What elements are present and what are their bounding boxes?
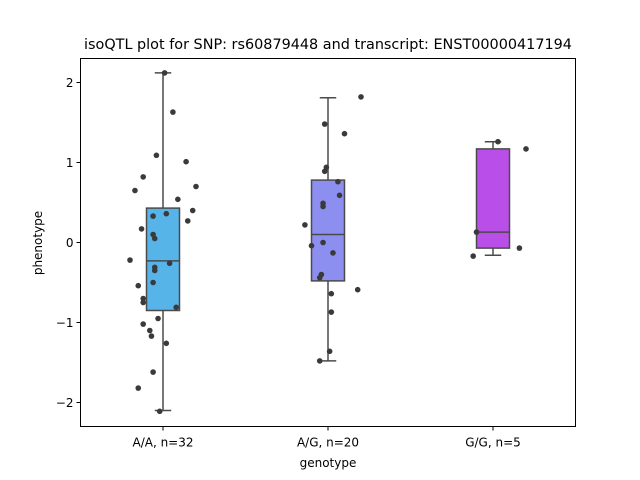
chart-title: isoQTL plot for SNP: rs60879448 and tran… (84, 37, 572, 53)
data-point (320, 239, 326, 246)
data-point (523, 146, 529, 152)
data-point (127, 257, 133, 263)
x-tick-label: A/G, n=20 (297, 436, 359, 450)
y-tick-label: −1 (56, 316, 74, 330)
x-axis-label: genotype (300, 456, 357, 470)
data-point (328, 290, 335, 297)
y-tick-label: 2 (66, 76, 74, 90)
data-point (161, 70, 168, 76)
data-point (147, 327, 153, 334)
data-point (138, 226, 145, 232)
data-point (151, 267, 158, 274)
data-point (170, 109, 176, 115)
data-point (150, 279, 156, 286)
data-point (140, 299, 146, 306)
plot-area: −2 −1 0 1 2 A/A, n=32 A/G, n=20 G/G, n=5 (56, 70, 529, 450)
data-point (516, 245, 523, 251)
data-point (326, 348, 333, 355)
data-point (151, 235, 158, 242)
data-point (155, 315, 161, 322)
x-tick-label: A/A, n=32 (132, 436, 193, 450)
data-point (183, 158, 189, 165)
data-point (163, 340, 170, 347)
data-point (135, 385, 142, 391)
x-tick-label: G/G, n=5 (465, 436, 521, 450)
box-body (145, 207, 181, 312)
y-tick-label: 0 (66, 236, 74, 250)
data-point (302, 222, 308, 228)
data-point (341, 130, 348, 137)
data-point (358, 94, 364, 100)
data-point (320, 203, 326, 210)
y-tick-label: 1 (66, 156, 74, 170)
data-point (316, 274, 323, 281)
plot-frame (80, 58, 576, 427)
data-point (153, 152, 160, 159)
data-point (140, 174, 146, 180)
data-point (156, 408, 163, 415)
data-point (132, 187, 138, 194)
data-point (354, 286, 361, 293)
data-point (330, 250, 336, 256)
data-point (308, 242, 315, 249)
data-point (193, 183, 199, 190)
data-point (321, 168, 328, 175)
data-point (173, 304, 179, 311)
data-point (140, 321, 146, 327)
data-point (148, 333, 155, 339)
box-body (475, 148, 511, 249)
data-point (150, 369, 156, 375)
data-point (184, 218, 191, 224)
data-point (175, 196, 181, 203)
data-point (163, 210, 170, 217)
data-point (336, 192, 343, 199)
data-point (150, 213, 156, 219)
data-point (328, 309, 335, 315)
data-point (495, 138, 501, 145)
data-point (335, 178, 341, 185)
data-point (189, 207, 196, 214)
data-point (140, 295, 146, 302)
data-point (321, 121, 328, 127)
data-point (166, 260, 173, 267)
data-point (135, 282, 142, 289)
data-point (316, 358, 323, 364)
data-point (470, 253, 477, 259)
data-point (473, 229, 480, 235)
y-tick-label: −2 (56, 396, 74, 410)
y-axis-label: phenotype (31, 211, 45, 275)
